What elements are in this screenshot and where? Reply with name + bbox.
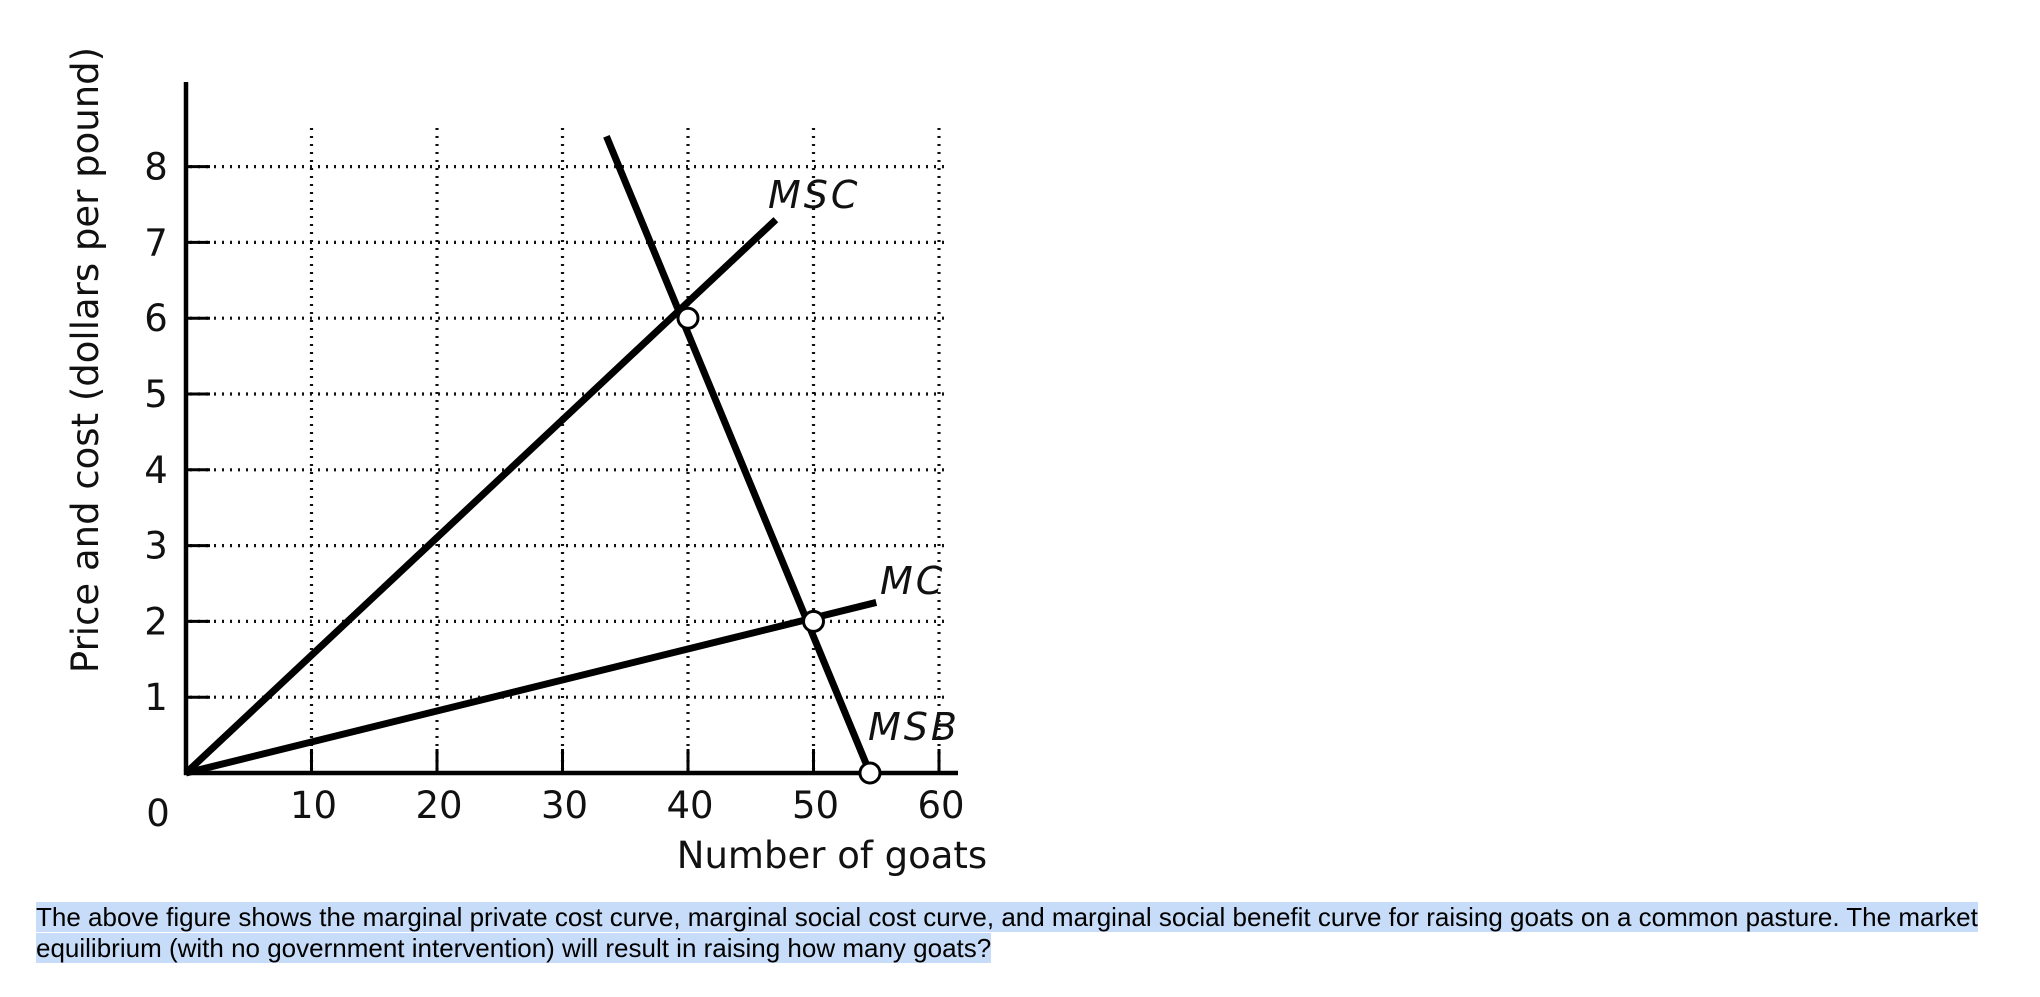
x-tick-label-20: 20 — [415, 784, 462, 827]
x-tick-label-10: 10 — [290, 784, 337, 827]
curve-label-msc: MSC — [768, 173, 860, 217]
curves — [183, 134, 878, 777]
y-tick-label-3: 3 — [144, 525, 168, 568]
y-tick-label-5: 5 — [144, 373, 168, 416]
question-text: The above figure shows the marginal priv… — [36, 902, 1978, 963]
question-text-block: The above figure shows the marginal priv… — [36, 902, 1996, 964]
x-tick-label-40: 40 — [666, 784, 713, 827]
y-tick-label-4: 4 — [144, 449, 168, 492]
y-tick-label-6: 6 — [144, 297, 168, 340]
curve-mc — [185, 599, 878, 777]
y-tick-label-1: 1 — [144, 676, 168, 719]
x-tick-label-60: 60 — [917, 784, 964, 827]
labels: Number of goats Price and cost (dollars p… — [64, 47, 987, 877]
equilibrium-point-3 — [858, 761, 882, 785]
curve-label-msb: MSB — [868, 705, 960, 749]
y-tick-label-2: 2 — [144, 600, 168, 643]
curve-label-mc: MC — [880, 559, 945, 603]
grid — [190, 128, 950, 769]
x-axis-title: Number of goats — [677, 834, 987, 877]
y-tick-label-7: 7 — [144, 221, 168, 264]
origin-label: 0 — [146, 792, 170, 835]
ticks: 1 2 3 4 5 6 7 8 10 20 30 40 50 60 0 — [144, 146, 964, 835]
equilibrium-point-2 — [802, 609, 825, 633]
equilibrium-point-1 — [676, 306, 700, 330]
y-tick-label-8: 8 — [144, 146, 168, 189]
x-tick-label-50: 50 — [792, 784, 839, 827]
equilibrium-points — [676, 306, 882, 785]
y-axis-title: Price and cost (dollars per pound) — [64, 47, 107, 673]
x-tick-label-30: 30 — [541, 784, 588, 827]
curve-msb — [603, 134, 874, 775]
